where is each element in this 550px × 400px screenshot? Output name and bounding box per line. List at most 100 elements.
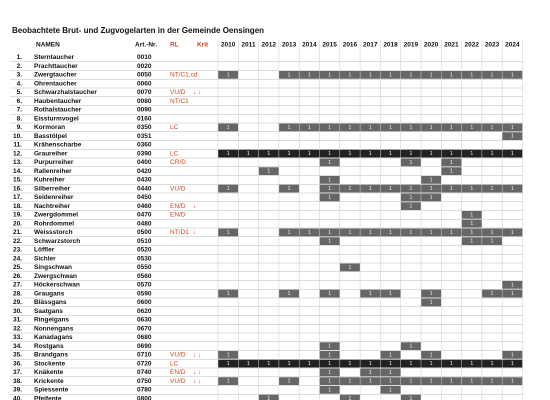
observation-cell — [339, 228, 361, 237]
row-number: 35. — [13, 352, 22, 359]
art-nr: 0710 — [137, 352, 152, 359]
observation-cell — [400, 228, 421, 237]
observation-mark: 1 — [511, 186, 514, 192]
observation-mark: 1 — [511, 352, 514, 358]
observation-mark: 1 — [491, 230, 494, 236]
observation-cell — [481, 289, 503, 298]
observation-cell — [278, 123, 300, 132]
observation-cell — [258, 359, 279, 368]
observation-cell — [441, 167, 462, 175]
art-nr: 0080 — [137, 98, 152, 105]
observation-cell — [502, 281, 523, 289]
art-nr: 0360 — [137, 142, 152, 149]
observation-cell — [380, 359, 401, 368]
observation-mark: 1 — [348, 186, 351, 192]
observation-cell — [461, 377, 482, 385]
red-list: VU/D — [170, 378, 186, 385]
observation-mark: 1 — [389, 361, 392, 367]
observation-cell — [319, 193, 340, 202]
observation-cell — [319, 158, 340, 167]
observation-cell — [319, 342, 340, 350]
row-number: 16. — [13, 185, 22, 192]
observation-mark: 1 — [511, 282, 514, 288]
observation-cell — [441, 71, 462, 79]
observation-cell — [278, 149, 300, 158]
observation-mark: 1 — [288, 361, 291, 367]
observation-cell — [218, 228, 239, 237]
observation-cell — [421, 71, 442, 79]
observation-mark: 1 — [470, 361, 473, 367]
row-number: 28. — [13, 290, 22, 297]
red-list: EN/D — [170, 203, 186, 210]
observation-cell — [502, 377, 523, 385]
species-name: Höckerschwan — [34, 282, 80, 289]
observation-mark: 1 — [409, 125, 412, 131]
year-header: 2021 — [444, 42, 459, 49]
observation-cell — [278, 377, 300, 385]
observation-mark: 1 — [430, 195, 433, 201]
observation-mark: 1 — [511, 230, 514, 236]
observation-mark: 1 — [227, 125, 230, 131]
observation-cell — [360, 228, 381, 237]
observation-cell — [278, 184, 300, 193]
observation-cell — [319, 123, 340, 132]
observation-mark: 1 — [389, 379, 392, 385]
art-nr: 0720 — [137, 360, 152, 367]
species-name: Nachtreiher — [34, 203, 71, 210]
observation-mark: 1 — [511, 125, 514, 131]
observation-mark: 1 — [450, 230, 453, 236]
observation-mark: 1 — [450, 186, 453, 192]
year-header: 2011 — [241, 42, 255, 49]
observation-cell — [380, 289, 401, 298]
header-name: NAMEN — [36, 42, 60, 49]
species-name: Schwarzhalstaucher — [34, 89, 97, 96]
species-name: Löffler — [34, 247, 55, 254]
observation-mark: 1 — [288, 186, 291, 192]
observation-mark: 1 — [369, 291, 372, 297]
observation-mark: 1 — [470, 72, 473, 78]
observation-mark: 1 — [369, 361, 372, 367]
art-nr: 0160 — [137, 115, 152, 122]
observation-mark: 1 — [511, 361, 514, 367]
species-name: Rallenreiher — [34, 168, 72, 175]
observation-cell — [400, 377, 421, 385]
row-number: 21. — [13, 229, 22, 236]
observation-mark: 1 — [409, 72, 412, 78]
red-list: CR/D — [170, 159, 186, 166]
species-name: Kanadagans — [34, 334, 73, 341]
observation-cell — [400, 202, 421, 210]
observation-mark: 1 — [247, 361, 250, 367]
year-header: 2014 — [302, 42, 317, 49]
observation-cell — [502, 132, 523, 140]
species-name: Rothalstaucher — [34, 107, 82, 114]
row-number: 3. — [17, 72, 23, 79]
row-number: 15. — [13, 177, 22, 184]
row-number: 2. — [17, 63, 23, 70]
observation-cell — [218, 123, 239, 132]
observation-mark: 1 — [409, 160, 412, 166]
observation-cell — [218, 377, 239, 385]
observation-cell — [421, 351, 442, 359]
art-nr: 0690 — [137, 343, 152, 350]
observation-cell — [218, 289, 239, 298]
observation-mark: 1 — [308, 151, 311, 157]
observation-mark: 1 — [288, 379, 291, 385]
observation-cell — [360, 377, 381, 385]
observation-mark: 1 — [389, 72, 392, 78]
observation-cell — [319, 228, 340, 237]
observation-mark: 1 — [227, 186, 230, 192]
art-nr: 0351 — [137, 133, 152, 140]
observation-cell — [299, 123, 320, 132]
observation-mark: 1 — [450, 125, 453, 131]
observation-mark: 1 — [288, 230, 291, 236]
observation-cell — [481, 149, 503, 158]
row-number: 6. — [17, 98, 23, 105]
species-name: Blässgans — [34, 299, 67, 306]
species-name: Krähenscharbe — [34, 142, 82, 149]
observation-mark: 1 — [511, 379, 514, 385]
red-list: LC — [170, 360, 179, 367]
observation-cell — [339, 263, 361, 272]
observation-cell — [278, 359, 300, 368]
observation-mark: 1 — [328, 177, 331, 183]
observation-mark: 1 — [348, 396, 351, 400]
